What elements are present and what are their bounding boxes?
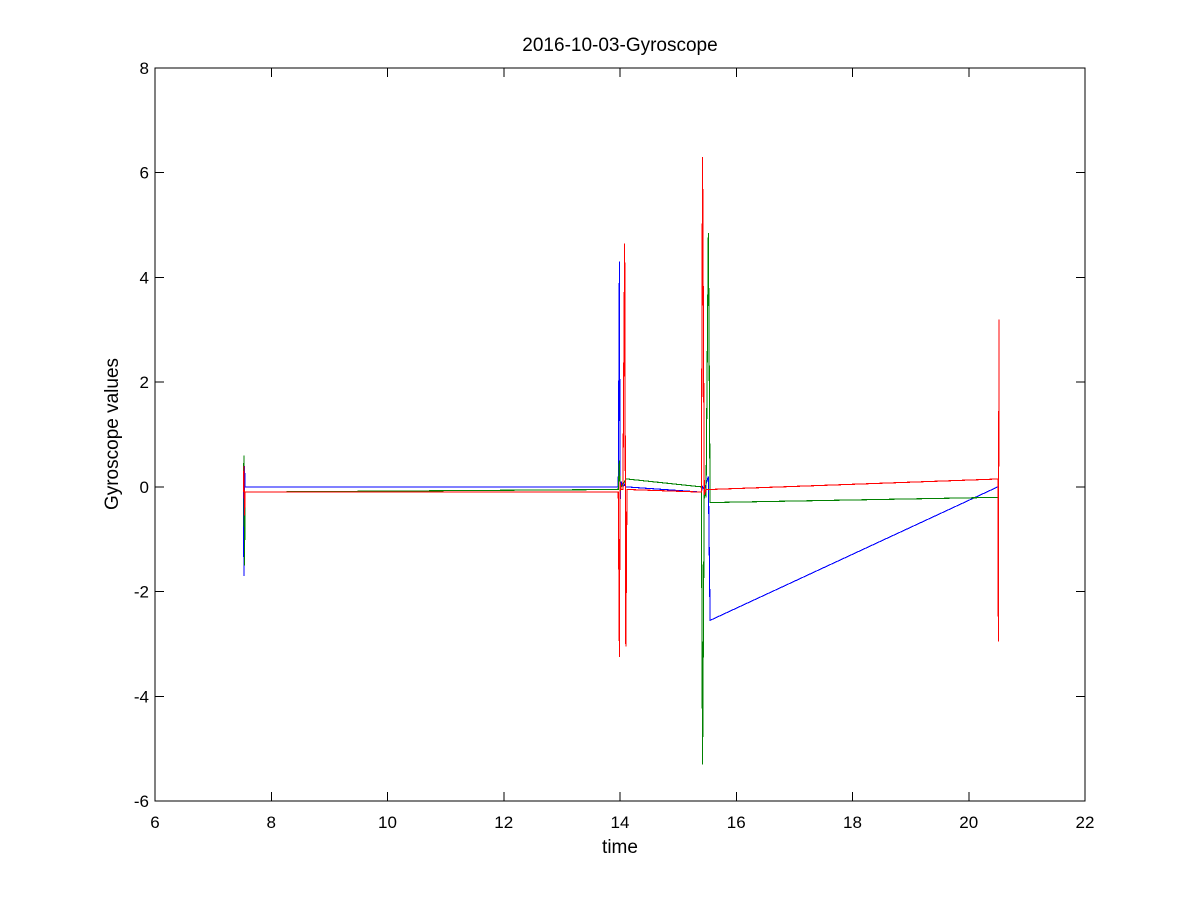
x-tick-label: 12 (494, 813, 513, 832)
series-line-3 (242, 157, 1000, 658)
x-tick-label: 8 (267, 813, 276, 832)
x-tick-label: 10 (378, 813, 397, 832)
x-axis-title: time (602, 837, 638, 858)
series-group (242, 157, 1000, 765)
y-tick-label: -6 (134, 792, 149, 811)
series-line-2 (242, 232, 999, 765)
axes-group: 6 8 10 12 14 16 18 20 22 -6 -4 -2 0 2 4 6 8 (134, 59, 1095, 832)
x-tick-label: 18 (843, 813, 862, 832)
y-tick-label: -4 (134, 687, 149, 706)
x-tick-label: 22 (1076, 813, 1095, 832)
x-tick-label: 16 (727, 813, 746, 832)
y-tick-label: 2 (140, 373, 149, 392)
x-tick-label: 20 (959, 813, 978, 832)
y-tick-label: -2 (134, 583, 149, 602)
x-tick-label: 6 (150, 813, 159, 832)
y-tick-label: 4 (140, 268, 149, 287)
y-axis-title: Gyroscope values (102, 358, 123, 510)
chart-title: 2016-10-03-Gyroscope (522, 35, 717, 56)
x-tick-label: 14 (611, 813, 630, 832)
y-tick-label: 8 (140, 59, 149, 78)
y-tick-label: 6 (140, 164, 149, 183)
y-tick-label: 0 (140, 478, 149, 497)
series-line-1 (242, 261, 999, 622)
